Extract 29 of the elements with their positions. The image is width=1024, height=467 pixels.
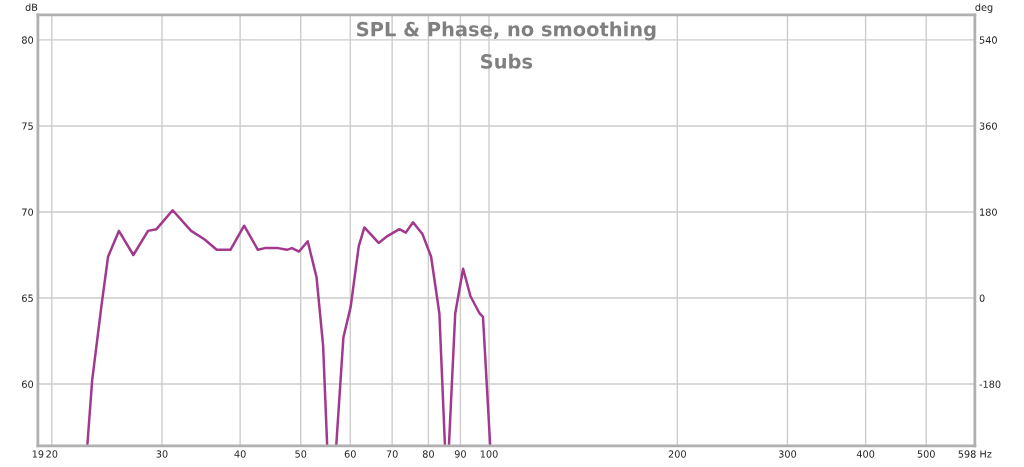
x-tick-label: 40 (234, 450, 246, 458)
x-tick-label: 30 (156, 450, 168, 458)
x-tick-label: 598 Hz (958, 450, 992, 458)
y2-axis-title: deg (975, 3, 993, 13)
x-tick-label: 200 (668, 450, 686, 458)
x-tick-label: 100 (480, 450, 498, 458)
x-tick-label: 19 (32, 450, 44, 458)
y2-tick-label: 540 (979, 36, 997, 44)
chart-title: SPL & Phase, no smoothing (357, 21, 656, 41)
y2-tick-label: -180 (979, 380, 1001, 388)
y2-tick-label: 0 (979, 294, 985, 302)
x-tick-label: 60 (344, 450, 356, 458)
x-tick-label: 400 (856, 450, 875, 458)
x-tick-label: 80 (422, 450, 434, 458)
y-tick-label: 60 (22, 380, 34, 388)
x-tick-label: 500 (917, 450, 935, 458)
y-axis-title: dB (25, 3, 38, 11)
x-tick-label: 20 (46, 450, 58, 458)
x-tick-label: 70 (386, 450, 398, 458)
y2-tick-label: 360 (979, 122, 997, 130)
y-tick-label: 70 (22, 208, 34, 216)
x-tick-label: 300 (778, 450, 797, 458)
x-tick-label: 90 (454, 450, 466, 458)
text: Subs (481, 53, 533, 69)
x-tick-label: 50 (295, 450, 307, 458)
y2-tick-label: 180 (980, 208, 997, 216)
y-tick-label: 75 (22, 122, 33, 130)
y-tick-label: 80 (22, 36, 34, 44)
y-tick-label: 65 (22, 294, 33, 302)
